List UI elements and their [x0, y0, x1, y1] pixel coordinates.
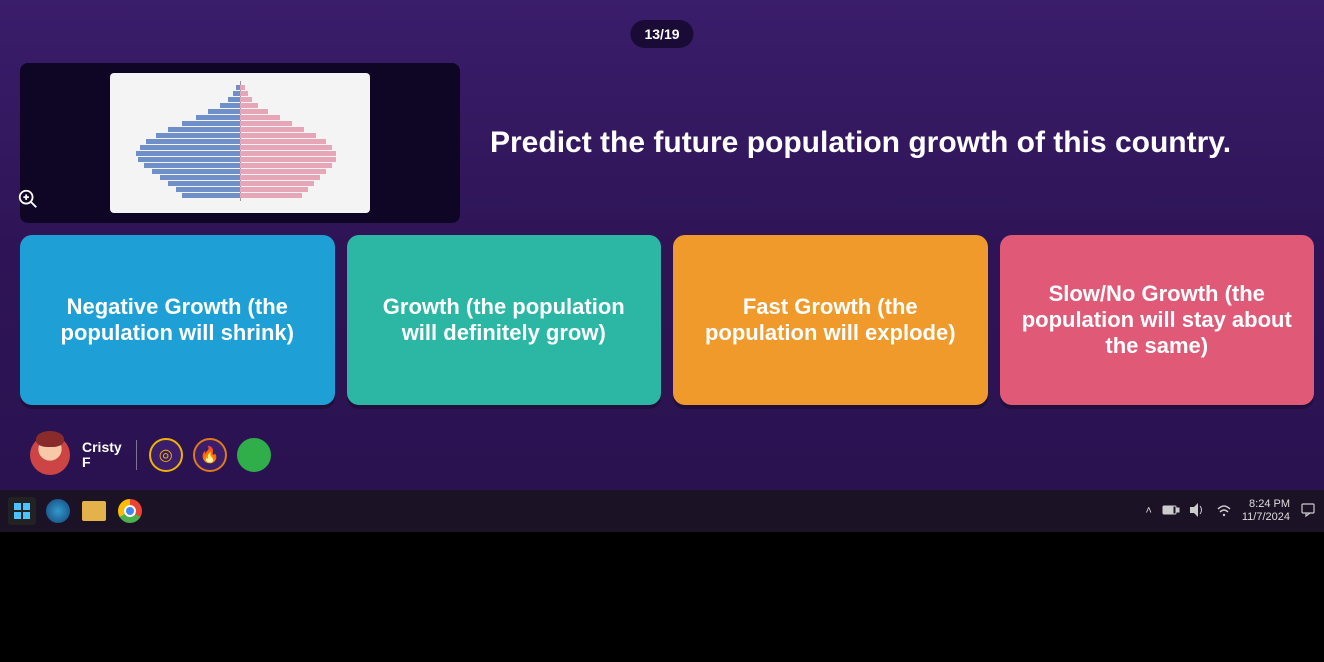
answer-option-2[interactable]: Growth (the population will definitely g… — [347, 235, 662, 405]
answer-option-3[interactable]: Fast Growth (the population will explode… — [673, 235, 988, 405]
windows-taskbar[interactable]: ˄ 8:24 PM 11/7/2024 — [0, 490, 1324, 532]
pyramid-bar-male — [152, 169, 240, 174]
pyramid-bar-male — [182, 121, 240, 126]
pyramid-bar-female — [240, 175, 320, 180]
network-icon[interactable] — [1216, 503, 1232, 520]
pyramid-bar-female — [240, 103, 258, 108]
pyramid-bar-male — [233, 91, 240, 96]
player-avatar[interactable] — [30, 435, 70, 475]
pyramid-bar-female — [240, 85, 245, 90]
taskbar-app-explorer[interactable] — [80, 497, 108, 525]
answer-option-1[interactable]: Negative Growth (the population will shr… — [20, 235, 335, 405]
pyramid-bar-male — [140, 145, 240, 150]
pyramid-bar-male — [138, 157, 240, 162]
tray-chevron-icon[interactable]: ˄ — [1145, 505, 1151, 517]
answer-option-4[interactable]: Slow/No Growth (the population will stay… — [1000, 235, 1315, 405]
pyramid-bar-female — [240, 121, 292, 126]
pyramid-bar-male — [144, 163, 240, 168]
pyramid-bar-male — [208, 109, 240, 114]
answer-grid: Negative Growth (the population will shr… — [20, 235, 1314, 405]
question-text: Predict the future population growth of … — [490, 126, 1324, 160]
taskbar-clock[interactable]: 8:24 PM 11/7/2024 — [1242, 498, 1290, 524]
pyramid-bar-male — [168, 127, 240, 132]
pyramid-bar-female — [240, 139, 326, 144]
quiz-screen: 13/19 Predict the future population grow… — [0, 0, 1324, 500]
powerup-3[interactable]: ➤ — [237, 438, 271, 472]
letterbox-bottom — [0, 532, 1324, 662]
battery-icon[interactable] — [1162, 504, 1180, 519]
start-button[interactable] — [8, 497, 36, 525]
pyramid-bar-female — [240, 133, 316, 138]
player-bar: Cristy F ◎ 🔥 ➤ — [30, 430, 1294, 480]
pyramid-bar-male — [160, 175, 240, 180]
pyramid-bar-female — [240, 145, 332, 150]
taskbar-app-edge[interactable] — [44, 497, 72, 525]
pyramid-bar-male — [228, 97, 240, 102]
player-name: Cristy F — [82, 440, 137, 471]
pyramid-bar-male — [156, 133, 240, 138]
powerup-row: ◎ 🔥 ➤ — [149, 438, 271, 472]
pyramid-bar-female — [240, 115, 280, 120]
pyramid-bar-female — [240, 91, 248, 96]
pyramid-bar-female — [240, 97, 252, 102]
pyramid-bar-male — [146, 139, 240, 144]
pyramid-bar-male — [136, 151, 240, 156]
notifications-icon[interactable] — [1300, 502, 1316, 521]
progress-indicator: 13/19 — [630, 20, 693, 48]
zoom-icon[interactable] — [14, 185, 42, 213]
pyramid-bar-male — [182, 193, 240, 198]
pyramid-bar-female — [240, 163, 332, 168]
pyramid-bar-female — [240, 109, 268, 114]
question-row: Predict the future population growth of … — [20, 60, 1324, 225]
volume-icon[interactable] — [1190, 503, 1206, 520]
pyramid-bar-male — [196, 115, 240, 120]
pyramid-bar-female — [240, 193, 302, 198]
pyramid-bar-female — [240, 187, 308, 192]
question-image-container[interactable] — [20, 63, 460, 223]
pyramid-bar-female — [240, 127, 304, 132]
pyramid-bar-male — [168, 181, 240, 186]
pyramid-bar-female — [240, 151, 336, 156]
pyramid-bar-female — [240, 157, 336, 162]
system-tray[interactable]: ˄ 8:24 PM 11/7/2024 — [1145, 498, 1316, 524]
pyramid-bar-female — [240, 169, 326, 174]
pyramid-bar-male — [220, 103, 240, 108]
pyramid-bar-male — [176, 187, 240, 192]
powerup-2[interactable]: 🔥 — [193, 438, 227, 472]
powerup-1[interactable]: ◎ — [149, 438, 183, 472]
taskbar-app-chrome[interactable] — [116, 497, 144, 525]
population-pyramid-thumbnail — [110, 73, 370, 213]
pyramid-bar-female — [240, 181, 314, 186]
